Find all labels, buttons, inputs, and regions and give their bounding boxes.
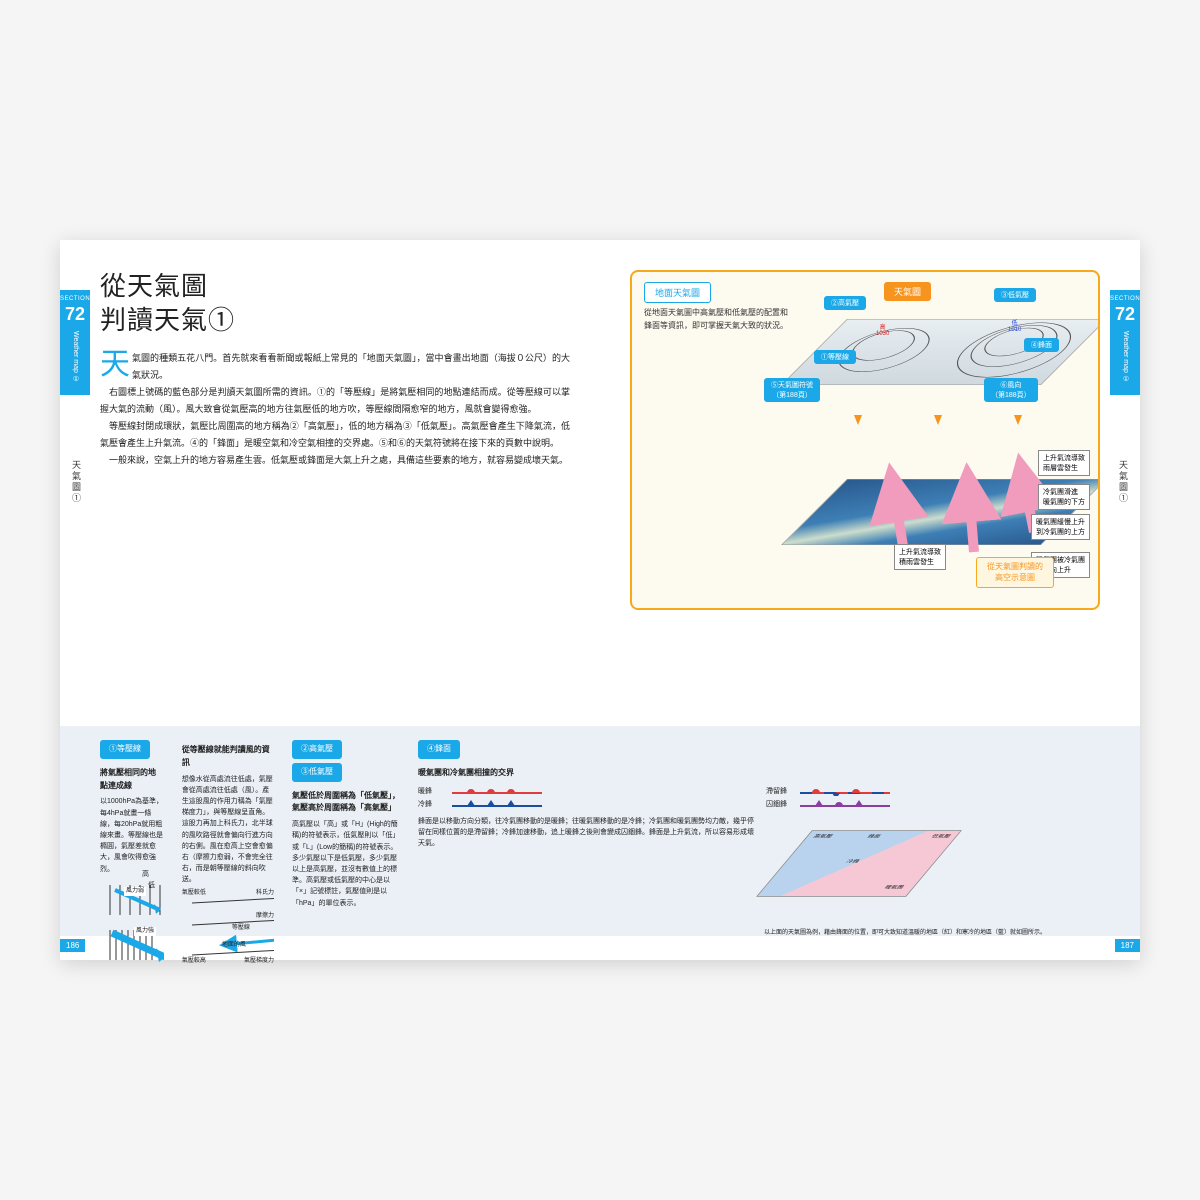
- anno-a4: 上升氣流導致 積雨雲發生: [894, 544, 946, 570]
- book-spread: SECTION 72 Weather map ① 天氣圖① 186 SECTIO…: [60, 240, 1140, 960]
- lbl-pl: 氣壓較低: [182, 889, 206, 899]
- lbl-ph: 氣壓較高: [182, 957, 206, 967]
- dropcap: 天: [100, 350, 130, 380]
- diagram-frame: 地面天氣圖 從地面天氣圖中高氣壓和低氣壓的配置和鋒面等資訊，即可掌握天氣大致的狀…: [630, 270, 1100, 610]
- col3-t: 高氣壓以「高」或「H」(High的簡稱)的符號表示，低氣壓則以「低」或「L」(L…: [292, 819, 400, 909]
- col1-pill: ①等壓線: [100, 740, 150, 759]
- anno-a2: 冷氣團滑進 暖氣團的下方: [1038, 484, 1090, 510]
- band-col-4: ④鋒面 暖氣團和冷氣團相撞的交界 暖鋒 冷鋒 滯留鋒: [418, 740, 1100, 922]
- front-stationary: 滯留鋒: [766, 786, 1100, 797]
- col4-pill: ④鋒面: [418, 740, 460, 759]
- layers-illustration: 天氣圖 ②高氣壓 ③低氣壓 ①等壓線 ④鋒面 ⑤天氣圖符號 （第188頁） ⑥風…: [784, 282, 1084, 592]
- para1: 氣圖的種類五花八門。首先就來看看新聞或報紙上常見的「地面天氣圖」，當中會畫出地面…: [132, 353, 570, 380]
- title-line2: 判讀天氣①: [100, 305, 235, 335]
- body-text: 天氣圖的種類五花八門。首先就來看看新聞或報紙上常見的「地面天氣圖」，當中會畫出地…: [100, 350, 570, 470]
- lbl-high1: 高: [142, 869, 149, 880]
- front-occluded: 囚錮鋒: [766, 799, 1100, 810]
- col1-t: 以1000hPa為基準，每4hPa就畫一條線，每20hPa就用粗線來畫。等壓線也…: [100, 796, 164, 874]
- col3-h: 氣壓低於周圍稱為「低氣壓」， 氣壓高於周圍稱為「高氣壓」: [292, 790, 400, 816]
- col3-pill1: ②高氣壓: [292, 740, 342, 759]
- mm-cold: 冷鋒: [843, 859, 861, 866]
- front-cold-lbl: 冷鋒: [418, 799, 446, 810]
- col4-h: 暖氣團和冷氣團相撞的交界: [418, 767, 1100, 780]
- col3-pill2: ③低氣壓: [292, 763, 342, 782]
- front-warm-lbl: 暖鋒: [418, 786, 446, 797]
- mini-map: 高氣壓 低氣壓 鋒面 冷鋒 暖氣團: [756, 830, 962, 897]
- lbl-coriolis: 科氏力: [256, 889, 274, 899]
- lbl-grad: 氣壓梯度力: [244, 957, 274, 967]
- anno-a3: 暖氣團緩慢上升 到冷氣團的上方: [1031, 514, 1090, 540]
- front-cold: 冷鋒: [418, 799, 752, 810]
- mm-low: 低氣壓: [928, 834, 952, 841]
- front-stat-lbl: 滯留鋒: [766, 786, 794, 797]
- bottom-layer-pill: 從天氣圖判讀的 高空示意圖: [976, 557, 1054, 588]
- frame-caption: 從地面天氣圖中高氣壓和低氣壓的配置和鋒面等資訊，即可掌握天氣大致的狀況。: [644, 307, 794, 333]
- page-title: 從天氣圖 判讀天氣①: [100, 270, 570, 338]
- mm-high: 高氣壓: [810, 834, 834, 841]
- lbl-weak: 風力弱: [124, 887, 146, 897]
- col2-h: 從等壓線就能判讀風的資訊: [182, 744, 274, 770]
- col1-h: 將氣壓相同的地點連成線: [100, 767, 164, 793]
- band-col-1: ①等壓線 將氣壓相同的地點連成線 以1000hPa為基準，每4hPa就畫一條線，…: [100, 740, 164, 922]
- lbl-friction: 摩擦力: [256, 912, 274, 922]
- front-occ-lbl: 囚錮鋒: [766, 799, 794, 810]
- col2-t: 想像水從高處流往低處，氣壓會從高處流往低處（風）。產生這股風的作用力稱為「氣壓梯…: [182, 774, 274, 886]
- band-col-2: 從等壓線就能判讀風的資訊 想像水從高處流往低處，氣壓會從高處流往低處（風）。產生…: [182, 740, 274, 922]
- para2: 右圖標上號碼的藍色部分是判讀天氣圖所需的資訊。①的「等壓線」是將氣壓相同的地點連…: [100, 384, 570, 418]
- info-band: ①等壓線 將氣壓相同的地點連成線 以1000hPa為基準，每4hPa就畫一條線，…: [60, 726, 1140, 936]
- para4: 一般來說，空氣上升的地方容易產生雲。低氣壓或鋒面是大氣上升之處，具備這些要素的地…: [100, 452, 570, 469]
- title-line1: 從天氣圖: [100, 271, 208, 301]
- col4-map-caption: 以上面的天氣圖為例，藉由鋒面的位置，即可大致知道溫暖的地區（紅）和寒冷的地區（藍…: [764, 929, 1100, 938]
- frame-heading-pill: 地面天氣圖: [644, 282, 711, 303]
- front-warm: 暖鋒: [418, 786, 752, 797]
- lbl-low1: 低: [148, 880, 155, 891]
- mm-front: 鋒面: [864, 834, 882, 841]
- anno-a1: 上升氣流導致 雨層雲發生: [1038, 450, 1090, 476]
- lbl-strong: 風力強: [134, 927, 156, 937]
- band-col-3: ②高氣壓 ③低氣壓 氣壓低於周圍稱為「低氣壓」， 氣壓高於周圍稱為「高氣壓」 高…: [292, 740, 400, 922]
- para3: 等壓線封閉成環狀，氣壓比周圍高的地方稱為②「高氣壓」，低的地方稱為③「低氣壓」。…: [100, 418, 570, 452]
- mm-warm: 暖氣團: [881, 885, 905, 892]
- col4-t: 鋒面是以移動方向分類，往冷氣團移動的是暖鋒；往暖氣團移動的是冷鋒；冷氣團和暖氣團…: [418, 816, 754, 938]
